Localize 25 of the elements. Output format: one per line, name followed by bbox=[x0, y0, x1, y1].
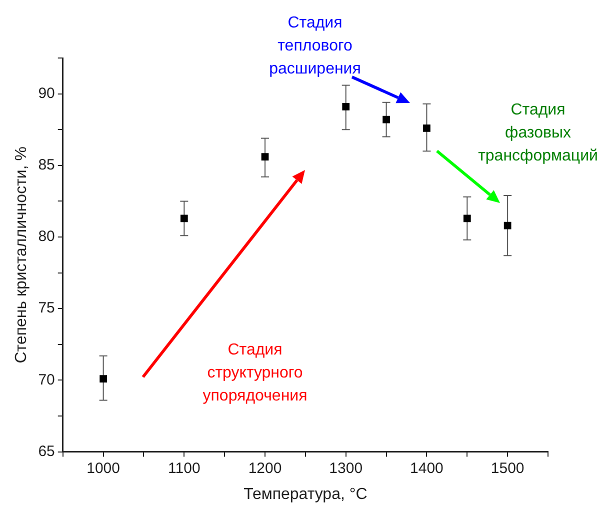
x-tick-label: 1100 bbox=[168, 460, 200, 477]
point bbox=[342, 103, 350, 110]
x-tick-label: 1000 bbox=[86, 460, 120, 477]
x-tick-label: 1500 bbox=[490, 460, 524, 477]
y-axis-title: Степень кристалличности, % bbox=[13, 146, 30, 364]
annotation: Стадия теплового расширения bbox=[269, 14, 361, 78]
point bbox=[504, 222, 512, 230]
annotation: Стадия фазовых трансформаций bbox=[478, 101, 598, 164]
point bbox=[180, 214, 188, 222]
y-tick-label: 90 bbox=[38, 84, 55, 102]
point bbox=[382, 116, 390, 124]
x-tick-label: 1300 bbox=[329, 460, 363, 477]
x-tick-label: 1200 bbox=[248, 460, 282, 477]
point bbox=[423, 124, 430, 132]
point bbox=[261, 153, 269, 160]
x-axis-title: Температура, °C bbox=[244, 486, 368, 503]
y-tick-label: 70 bbox=[38, 371, 55, 388]
y-tick-label: 65 bbox=[38, 442, 55, 460]
point bbox=[463, 214, 471, 222]
y-tick-label: 85 bbox=[38, 156, 55, 174]
annotation: Стадия структурного упорядочения bbox=[202, 341, 308, 404]
x-tick-label: 1400 bbox=[410, 460, 444, 477]
point bbox=[100, 375, 107, 382]
y-tick-label: 80 bbox=[38, 228, 55, 246]
y-tick-label: 75 bbox=[38, 300, 55, 317]
